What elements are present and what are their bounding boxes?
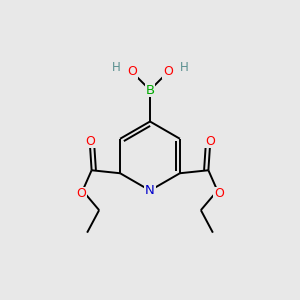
- Text: O: O: [85, 135, 95, 148]
- Text: H: H: [180, 61, 188, 74]
- Text: O: O: [205, 135, 215, 148]
- Text: O: O: [76, 187, 86, 200]
- Text: O: O: [214, 187, 224, 200]
- Text: O: O: [163, 65, 173, 79]
- Text: N: N: [145, 184, 155, 197]
- Text: O: O: [127, 65, 137, 79]
- Text: H: H: [112, 61, 120, 74]
- Text: B: B: [146, 83, 154, 97]
